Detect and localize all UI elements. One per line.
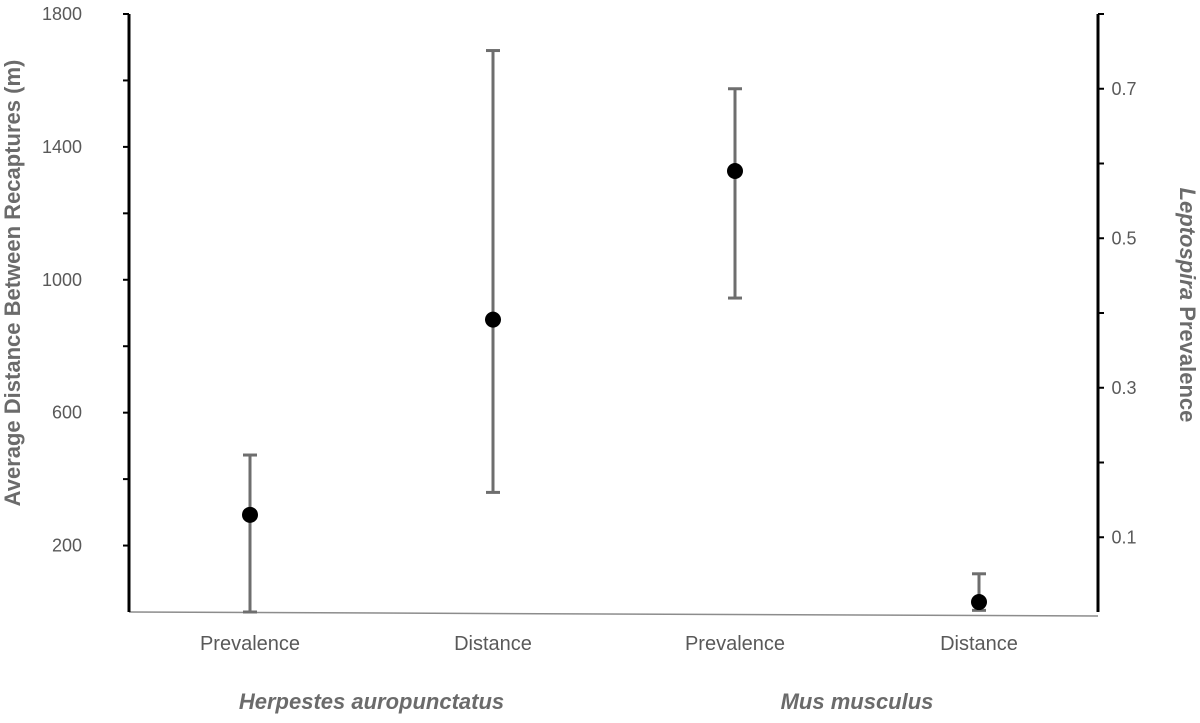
- group-label: Herpestes auropunctatus: [239, 689, 504, 714]
- right-tick-label: 0.3: [1111, 378, 1136, 398]
- right-axis-title: Leptospira Prevalence: [1175, 188, 1200, 423]
- data-point: [727, 162, 743, 179]
- right-axis-title-rest: Prevalence: [1175, 300, 1200, 422]
- right-tick-label: 0.1: [1111, 527, 1136, 547]
- data-point: [485, 311, 501, 328]
- right-tick-label: 0.5: [1111, 228, 1136, 248]
- x-tick-label: Distance: [940, 633, 1018, 655]
- x-axis-line: [128, 611, 1099, 617]
- x-tick-label: Prevalence: [200, 633, 300, 655]
- left-tick-label: 200: [52, 536, 82, 556]
- right-axis-title-italic: Leptospira: [1175, 188, 1200, 300]
- left-tick-label: 600: [52, 403, 82, 423]
- data-points: [242, 162, 987, 611]
- left-tick-label: 1000: [42, 270, 82, 290]
- error-bars: [243, 49, 986, 614]
- left-tick-label: 1800: [42, 4, 82, 24]
- data-point: [242, 506, 258, 523]
- x-tick-label: Prevalence: [685, 633, 785, 655]
- group-labels: Herpestes auropunctatus Mus musculus: [239, 689, 934, 714]
- right-tick-label: 0.7: [1111, 79, 1136, 99]
- left-axis-ticks: 200 600 1000 1400 1800: [42, 4, 129, 556]
- x-tick-label: Distance: [454, 633, 532, 655]
- left-tick-label: 1400: [42, 137, 82, 157]
- data-point: [971, 594, 987, 611]
- left-axis-title: Average Distance Between Recaptures (m): [0, 60, 25, 507]
- x-tick-labels: Prevalence Distance Prevalence Distance: [200, 633, 1018, 655]
- group-label: Mus musculus: [781, 689, 934, 714]
- right-axis-ticks: 0.1 0.3 0.5 0.7: [1098, 13, 1137, 547]
